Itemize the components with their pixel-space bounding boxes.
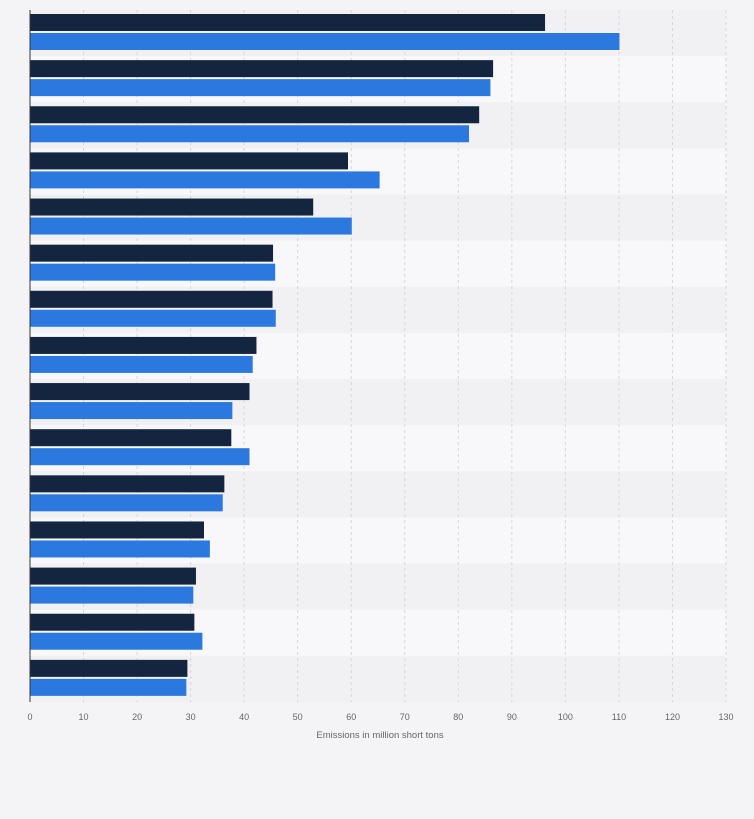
- x-tick-label: 80: [453, 712, 463, 722]
- x-tick-label: 130: [718, 712, 733, 722]
- bars: [30, 14, 620, 696]
- bar-series-2: [30, 33, 620, 50]
- x-tick-label: 120: [665, 712, 680, 722]
- bar-series-1: [30, 244, 274, 262]
- bar-series-1: [30, 60, 494, 78]
- bar-series-2: [30, 540, 210, 558]
- x-tick-label: 100: [558, 712, 573, 722]
- x-tick-label: 10: [79, 712, 89, 722]
- bar-series-1: [30, 152, 349, 170]
- bar-series-2: [30, 79, 491, 97]
- x-tick-label: 110: [612, 712, 626, 722]
- bar-series-2: [30, 263, 276, 281]
- bar-series-2: [30, 355, 253, 373]
- bar-series-1: [30, 475, 225, 493]
- bar-series-1: [30, 336, 257, 354]
- bar-series-1: [30, 14, 546, 31]
- bar-series-1: [30, 383, 250, 401]
- bar-series-1: [30, 198, 314, 216]
- x-tick-label: 60: [346, 712, 356, 722]
- x-tick-labels: 0 10 20 30 40 50 60 70 80 90 100 110 120 130: [27, 712, 733, 722]
- bar-series-1: [30, 567, 196, 585]
- bar-series-2: [30, 125, 470, 143]
- bar-series-2: [30, 309, 276, 327]
- bar-series-1: [30, 521, 204, 539]
- bar-series-2: [30, 494, 223, 512]
- x-tick-label: 30: [186, 712, 196, 722]
- x-tick-label: 0: [27, 712, 32, 722]
- bar-series-2: [30, 171, 380, 189]
- x-tick-label: 70: [400, 712, 410, 722]
- x-axis-title: Emissions in million short tons: [316, 730, 443, 741]
- bar-series-2: [30, 448, 250, 466]
- bar-series-1: [30, 613, 195, 631]
- x-tick-label: 40: [239, 712, 249, 722]
- bar-series-1: [30, 429, 232, 447]
- x-tick-label: 50: [293, 712, 303, 722]
- bar-series-2: [30, 402, 233, 420]
- x-tick-label: 20: [132, 712, 142, 722]
- bar-series-2: [30, 586, 194, 604]
- bar-series-1: [30, 290, 273, 308]
- bar-series-1: [30, 659, 188, 677]
- x-tick-label: 90: [507, 712, 517, 722]
- bar-series-2: [30, 217, 352, 235]
- bar-series-2: [30, 678, 187, 696]
- bar-series-1: [30, 106, 480, 124]
- bar-series-2: [30, 632, 203, 650]
